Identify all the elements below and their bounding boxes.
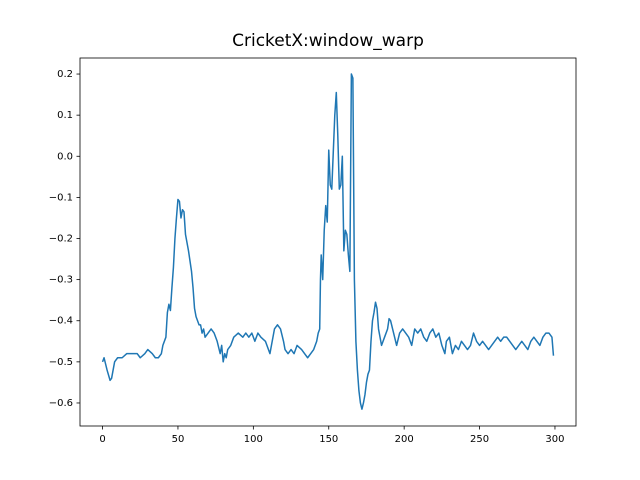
x-tick-label: 50 — [172, 434, 185, 445]
y-tick-label: 0.0 — [57, 151, 73, 162]
y-tick-label: −0.6 — [49, 398, 73, 409]
y-tick-label: −0.2 — [49, 234, 73, 245]
y-tick-label: −0.3 — [49, 275, 73, 286]
x-tick-label: 100 — [244, 434, 263, 445]
y-tick-label: 0.2 — [57, 69, 73, 80]
plot-frame — [79, 57, 577, 427]
x-tick-label: 0 — [99, 434, 105, 445]
y-tick-label: −0.5 — [49, 357, 73, 368]
x-tick-label: 300 — [545, 434, 564, 445]
y-tick-label: −0.4 — [49, 316, 73, 327]
y-tick-label: −0.1 — [49, 192, 73, 203]
line-series — [101, 73, 555, 410]
x-tick-label: 250 — [470, 434, 489, 445]
y-tick-label: 0.1 — [57, 110, 73, 121]
chart-title: CricketX:window_warp — [232, 31, 424, 51]
x-tick-label: 150 — [319, 434, 338, 445]
x-tick-label: 200 — [395, 434, 414, 445]
